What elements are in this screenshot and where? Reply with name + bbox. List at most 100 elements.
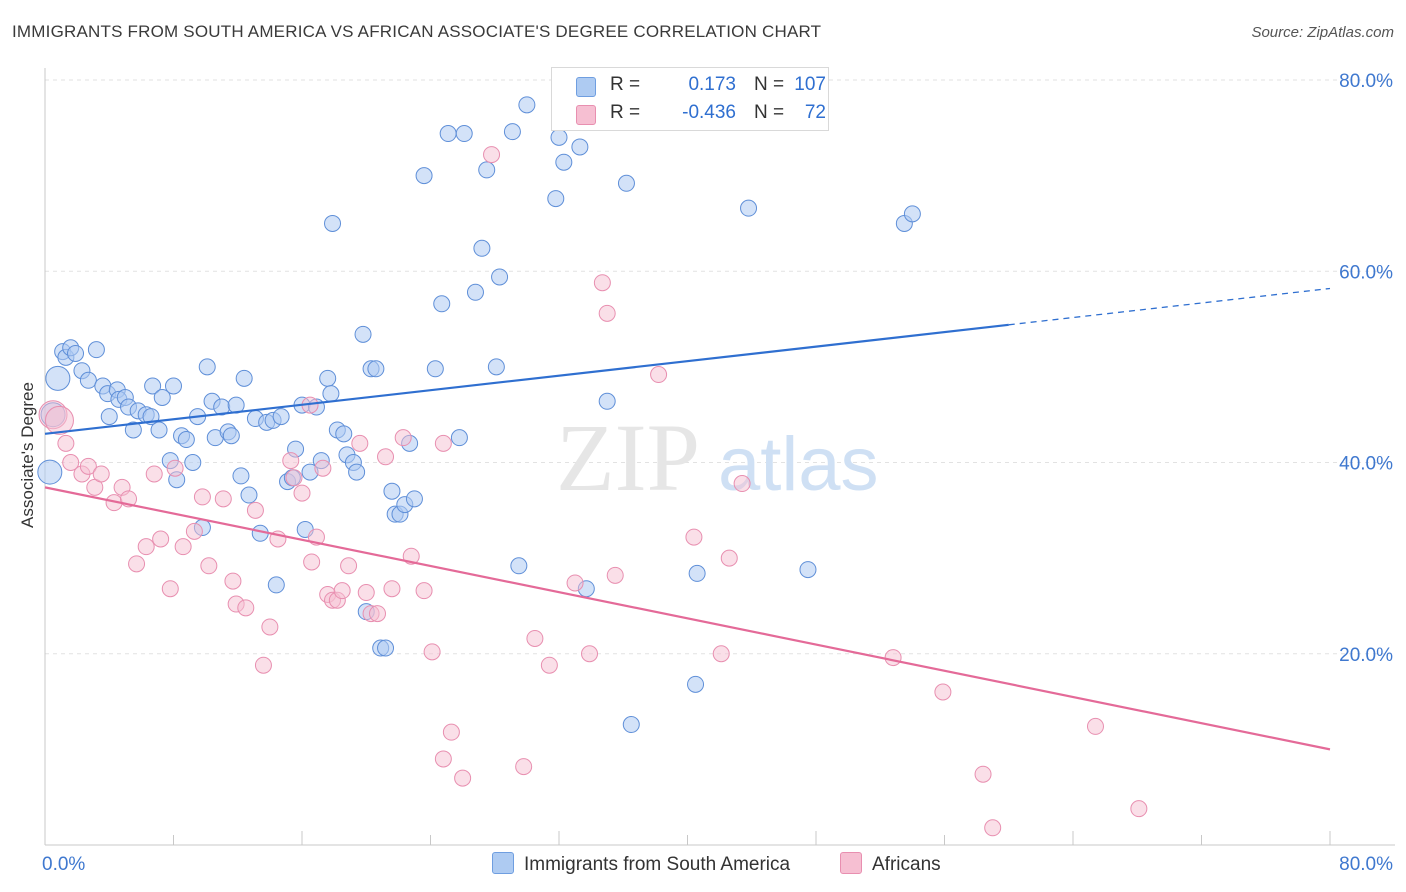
- data-point-pink: [415, 582, 433, 600]
- data-point-blue: [510, 557, 528, 575]
- legend-swatch-blue: [492, 852, 514, 874]
- legend-swatch-pink: [576, 105, 596, 125]
- data-point-blue: [518, 96, 536, 114]
- legend-item-africans: Africans: [840, 852, 941, 876]
- data-point-pink: [285, 469, 303, 487]
- legend-label: Immigrants from South America: [524, 854, 791, 875]
- data-point-blue: [598, 392, 616, 410]
- data-point-pink: [712, 645, 730, 663]
- data-point-blue: [426, 360, 444, 378]
- data-point-pink: [174, 538, 192, 556]
- data-point-pink: [152, 530, 170, 548]
- data-point-blue: [150, 421, 168, 439]
- trend-lines: [44, 287, 1331, 751]
- data-point-blue: [87, 341, 105, 359]
- data-point-pink: [442, 723, 460, 741]
- data-point-pink: [303, 553, 321, 571]
- data-point-blue: [478, 161, 496, 179]
- data-point-pink: [483, 146, 501, 164]
- legend-r-label: R =: [610, 102, 641, 123]
- watermark-zip: ZIP: [556, 404, 700, 511]
- data-point-pink: [254, 656, 272, 674]
- data-point-pink: [246, 501, 264, 519]
- data-point-pink: [44, 405, 74, 435]
- data-point-pink: [282, 452, 300, 470]
- data-point-blue: [319, 369, 337, 387]
- data-point-pink: [237, 599, 255, 617]
- data-point-blue: [617, 174, 635, 192]
- data-point-pink: [193, 488, 211, 506]
- data-point-blue: [322, 385, 340, 403]
- data-point-blue: [740, 199, 758, 217]
- data-point-pink: [434, 434, 452, 452]
- watermark-atlas: atlas: [718, 422, 879, 507]
- data-point-blue: [622, 716, 640, 734]
- y-tick-label: 80.0%: [1339, 71, 1393, 92]
- data-point-blue: [547, 190, 565, 208]
- data-point-pink: [137, 538, 155, 556]
- data-point-pink: [974, 765, 992, 783]
- legend-n-value: 72: [804, 102, 826, 123]
- data-point-pink: [377, 448, 395, 466]
- data-point-blue: [37, 459, 63, 485]
- legend-r-value: -0.436: [682, 102, 736, 123]
- x-tick-label: 0.0%: [42, 854, 85, 875]
- data-point-pink: [733, 475, 751, 493]
- data-point-blue: [198, 358, 216, 376]
- data-point-blue: [367, 360, 385, 378]
- legend-n-label: N =: [754, 102, 785, 123]
- data-point-pink: [161, 580, 179, 598]
- data-point-pink: [394, 429, 412, 447]
- data-point-blue: [555, 153, 573, 171]
- data-point-pink: [79, 457, 97, 475]
- data-point-pink: [185, 522, 203, 540]
- data-point-blue: [799, 561, 817, 579]
- legend-swatch-pink: [840, 852, 862, 874]
- legend-r-label: R =: [610, 74, 641, 95]
- data-point-pink: [92, 465, 110, 483]
- data-point-pink: [128, 555, 146, 573]
- legend-n-label: N =: [754, 74, 785, 95]
- data-point-blue: [415, 167, 433, 185]
- data-point-blue: [571, 138, 589, 156]
- data-point-pink: [357, 584, 375, 602]
- legend-n-value: 107: [794, 74, 826, 95]
- data-point-pink: [383, 580, 401, 598]
- y-tick-label: 20.0%: [1339, 645, 1393, 666]
- data-point-pink: [566, 574, 584, 592]
- data-point-blue: [124, 421, 142, 439]
- data-point-pink: [351, 434, 369, 452]
- legend-item-south-america: Immigrants from South America: [492, 852, 790, 876]
- data-point-blue: [491, 268, 509, 286]
- data-point-pink: [1086, 717, 1104, 735]
- data-point-pink: [685, 528, 703, 546]
- legend-label: Africans: [872, 854, 941, 875]
- source-label: Source: ZipAtlas.com: [1251, 24, 1394, 41]
- data-point-blue: [153, 388, 171, 406]
- y-tick-label: 40.0%: [1339, 454, 1393, 475]
- trend-line-pink: [44, 486, 1331, 751]
- data-point-blue: [688, 564, 706, 582]
- data-point-pink: [593, 274, 611, 292]
- tick-labels: 20.0% 40.0% 60.0% 80.0% 0.0% 80.0%: [42, 71, 1393, 875]
- data-point-pink: [62, 454, 80, 471]
- data-point-pink: [434, 750, 452, 768]
- data-point-pink: [720, 549, 738, 567]
- data-point-pink: [340, 557, 358, 575]
- data-point-pink: [145, 465, 163, 483]
- correlation-legend: R = 0.173 N = 107 R = -0.436 N = 72: [551, 67, 829, 131]
- data-point-pink: [314, 459, 332, 477]
- watermark: ZIP atlas: [556, 404, 879, 511]
- data-point-blue: [144, 377, 162, 395]
- data-point-pink: [333, 582, 351, 600]
- data-point-pink: [368, 605, 386, 623]
- data-point-blue: [240, 486, 258, 504]
- data-point-pink: [166, 459, 184, 477]
- data-point-blue: [177, 431, 195, 449]
- data-point-blue: [324, 214, 342, 232]
- data-point-pink: [884, 649, 902, 667]
- data-point-blue: [45, 365, 71, 391]
- data-point-blue: [79, 371, 97, 389]
- data-point-blue: [272, 408, 290, 426]
